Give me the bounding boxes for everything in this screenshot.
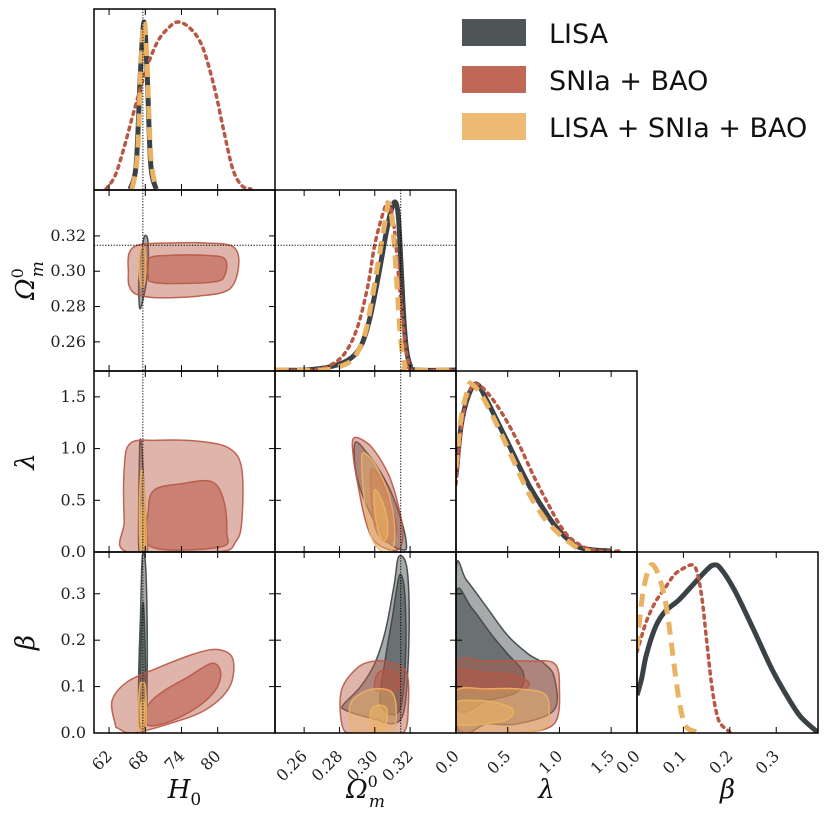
x-tick-label: 0.0 xyxy=(612,746,643,777)
legend-swatch xyxy=(462,113,526,140)
x-tick-label: 0.26 xyxy=(272,746,311,785)
snia-bao-inner-contour xyxy=(456,668,531,693)
panel-frame xyxy=(636,551,819,734)
y-tick-label: 0.32 xyxy=(50,226,86,245)
y-tick-label: 0.2 xyxy=(61,630,86,649)
lisa-snia-bao-marginal-curve xyxy=(637,562,699,733)
snia-bao-inner-contour xyxy=(144,479,229,551)
lisa-snia-bao-inner-contour xyxy=(369,704,389,732)
x-tick-label: 0.32 xyxy=(378,746,417,785)
legend-swatch xyxy=(462,66,526,93)
legend: LISA SNIa + BAO LISA + SNIa + BAO xyxy=(462,19,807,144)
x-tick-label: 74 xyxy=(160,746,188,774)
x-tick-label: 0.0 xyxy=(431,746,462,777)
panel-lambda-marginal xyxy=(456,380,624,552)
snia-bao-inner-contour xyxy=(145,254,228,285)
y-tick-label: 0.0 xyxy=(61,542,86,561)
x-tick-label: 68 xyxy=(124,746,152,774)
y-tick-label: 1.5 xyxy=(61,387,86,406)
lisa-snia-bao-marginal-curve xyxy=(129,19,159,190)
x-tick-label: 0.1 xyxy=(659,746,690,777)
legend-swatch xyxy=(462,19,526,46)
x-tick-label: 80 xyxy=(197,746,225,774)
legend-label: SNIa + BAO xyxy=(549,66,708,97)
axis-title-beta: β xyxy=(11,635,41,651)
x-tick-label: 62 xyxy=(88,746,116,774)
legend-label: LISA + SNIa + BAO xyxy=(549,113,807,144)
panel-lambda-vs-H0 xyxy=(118,438,244,552)
snia-bao-inner-contour xyxy=(373,669,401,693)
axis-title-lambda: λ xyxy=(11,453,41,470)
axis-title-lambda: λ xyxy=(537,775,554,805)
panel-lambda-vs-Om xyxy=(351,436,408,552)
panel-frame xyxy=(274,189,457,372)
panel-beta-vs-H0 xyxy=(110,552,235,733)
snia-bao-marginal-curve xyxy=(637,563,732,733)
y-tick-label: 0.5 xyxy=(61,490,86,509)
panel-beta-vs-Om xyxy=(339,554,410,733)
axis-title-H0: H0 xyxy=(167,775,202,810)
legend-label: LISA xyxy=(549,19,609,50)
lisa-marginal-curve xyxy=(275,199,456,371)
lisa-snia-bao-marginal-curve xyxy=(456,380,591,552)
lisa-snia-bao-marginal-curve xyxy=(275,200,456,371)
snia-bao-inner-contour xyxy=(143,662,222,727)
x-tick-label: 0.2 xyxy=(705,746,736,777)
panel-Om-marginal xyxy=(275,199,456,371)
x-tick-label: 0.5 xyxy=(483,746,514,777)
lisa-snia-bao-inner-contour xyxy=(456,699,515,727)
x-tick-label: 0.28 xyxy=(308,746,347,785)
panel-frame xyxy=(93,8,276,191)
lisa-snia-bao-inner-contour xyxy=(373,488,389,543)
snia-bao-marginal-curve xyxy=(456,382,624,552)
lisa-marginal-curve xyxy=(456,381,612,552)
axis-title-beta: β xyxy=(719,775,735,805)
panel-beta-marginal xyxy=(637,562,818,733)
x-tick-label: 1.5 xyxy=(587,746,618,777)
snia-bao-marginal-curve xyxy=(275,200,456,371)
x-tick-label: 0.3 xyxy=(752,746,783,777)
x-tick-label: 1.0 xyxy=(535,746,566,777)
lisa-snia-bao-inner-contour xyxy=(140,504,146,551)
y-tick-label: 0.30 xyxy=(50,261,86,280)
snia-bao-marginal-curve xyxy=(104,20,253,190)
axis-title-Om: Ω0m xyxy=(8,261,48,301)
lisa-marginal-curve xyxy=(637,562,818,733)
y-tick-label: 1.0 xyxy=(61,439,86,458)
panel-Om-vs-H0 xyxy=(127,234,240,310)
y-tick-label: 0.3 xyxy=(61,584,86,603)
y-tick-label: 0.28 xyxy=(50,297,86,316)
y-tick-label: 0.0 xyxy=(61,723,86,742)
y-tick-label: 0.26 xyxy=(50,332,86,351)
panel-H0-marginal xyxy=(104,19,253,190)
panel-beta-vs-lambda xyxy=(456,560,561,733)
y-tick-label: 0.1 xyxy=(61,677,86,696)
